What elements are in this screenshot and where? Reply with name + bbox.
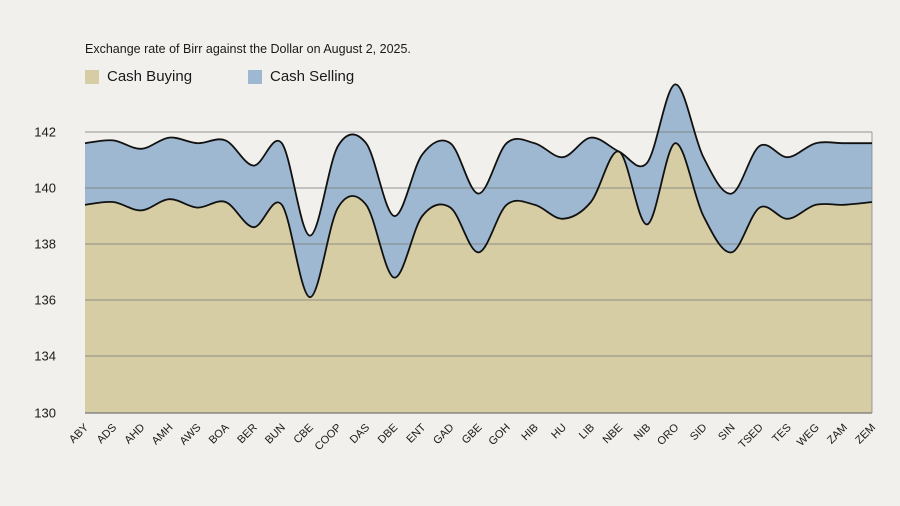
x-tick-label: CBE xyxy=(291,422,315,446)
x-tick-label: ZAM xyxy=(825,422,850,447)
y-tick-label: 134 xyxy=(34,349,56,364)
x-tick-label: WEG xyxy=(795,422,822,449)
x-tick-label: DAS xyxy=(348,422,372,446)
x-tick-label: ENT xyxy=(404,421,428,445)
x-tick-label: ADS xyxy=(95,422,119,446)
x-tick-label: BER xyxy=(235,422,260,447)
x-tick-label: DBE xyxy=(376,422,400,446)
x-tick-label: TSED xyxy=(736,422,765,451)
legend-label-cash-buying: Cash Buying xyxy=(107,68,193,85)
y-tick-label: 140 xyxy=(34,181,56,196)
x-tick-label: AWS xyxy=(178,422,204,448)
x-tick-label: GBE xyxy=(460,422,485,447)
legend-item-cash-buying: Cash Buying xyxy=(85,68,192,85)
x-tick-label: TES xyxy=(770,422,794,446)
x-tick-label: AMH xyxy=(150,422,176,448)
chart-title: Exchange rate of Birr against the Dollar… xyxy=(85,42,411,56)
y-tick-label: 136 xyxy=(34,293,56,308)
x-tick-label: COOP xyxy=(313,422,344,453)
x-tick-label: ABY xyxy=(67,421,92,446)
x-tick-label: NBE xyxy=(601,422,625,446)
y-tick-label: 142 xyxy=(34,125,56,140)
legend-swatch-cash-buying xyxy=(85,69,99,84)
line-cash-selling xyxy=(84,83,872,237)
y-tick-label: 138 xyxy=(34,237,56,252)
x-tick-label: BUN xyxy=(263,422,288,447)
x-tick-label: ORO xyxy=(655,421,682,448)
legend-label-cash-selling: Cash Selling xyxy=(270,68,355,85)
x-tick-label: GOH xyxy=(487,422,513,448)
x-tick-label: NIB xyxy=(632,422,653,443)
x-tick-label: LIB xyxy=(577,422,597,442)
x-tick-label: GAD xyxy=(431,422,456,447)
x-tick-label: AHD xyxy=(122,422,147,447)
x-tick-label: ZEM xyxy=(853,422,878,447)
legend-item-cash-selling: Cash Selling xyxy=(248,68,354,85)
line-cash-buying xyxy=(84,142,873,299)
legend-swatch-cash-selling xyxy=(248,69,262,84)
y-tick-label: 130 xyxy=(34,406,56,421)
x-tick-label: HU xyxy=(549,422,569,442)
x-tick-label: SID xyxy=(688,422,709,443)
x-tick-label: HIB xyxy=(519,422,540,443)
x-tick-label: BOA xyxy=(207,421,232,446)
x-tick-label: SIN xyxy=(716,422,737,443)
area-cash-buying xyxy=(85,143,872,414)
